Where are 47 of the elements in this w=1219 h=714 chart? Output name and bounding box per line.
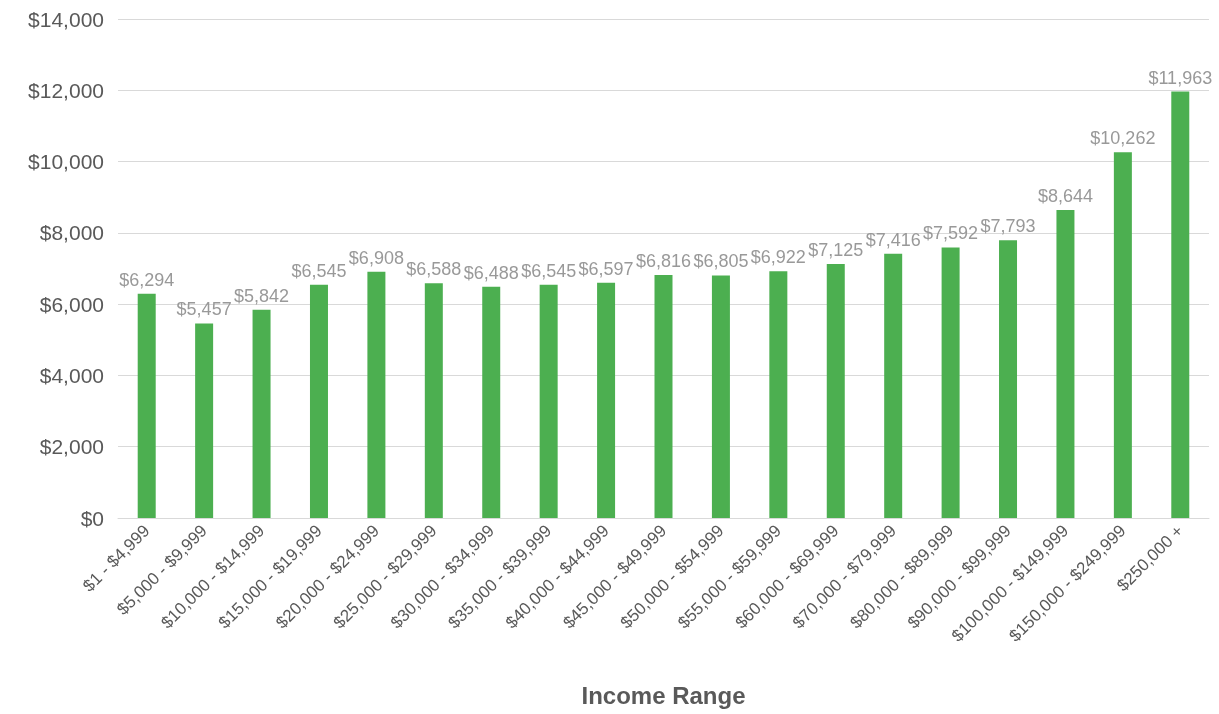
y-tick-label: $0 [80, 506, 104, 530]
y-tick-label: $6,000 [39, 292, 104, 316]
data-label: $5,457 [176, 299, 232, 320]
data-label: $5,842 [234, 285, 290, 306]
data-label: $8,644 [1037, 185, 1093, 206]
data-label: $6,294 [119, 269, 175, 290]
bar [597, 282, 616, 518]
data-label: $7,793 [980, 216, 1036, 237]
bar [482, 286, 501, 518]
bar [654, 275, 673, 518]
bar [1171, 91, 1190, 518]
x-axis-title: Income Range [581, 681, 746, 709]
data-label: $6,588 [406, 259, 462, 280]
data-label: $6,545 [291, 260, 347, 281]
y-tick-label: $2,000 [39, 435, 104, 459]
bar [539, 284, 558, 518]
bar [941, 247, 960, 518]
bar [309, 284, 328, 518]
data-label: $6,488 [463, 262, 519, 283]
bar [884, 253, 903, 518]
data-label: $6,816 [635, 251, 692, 272]
data-label: $11,963 [1148, 67, 1213, 88]
bar [1113, 152, 1132, 518]
y-tick-label: $4,000 [39, 363, 104, 387]
data-label: $6,922 [750, 247, 806, 268]
data-label: $6,908 [348, 247, 404, 268]
data-label: $7,125 [808, 240, 864, 261]
bar [769, 271, 788, 518]
data-label: $7,416 [865, 229, 921, 250]
bar [826, 264, 845, 518]
y-tick-label: $8,000 [39, 221, 104, 245]
y-tick-label: $10,000 [28, 150, 104, 174]
bar [137, 293, 156, 518]
data-label: $6,805 [693, 251, 749, 272]
data-label: $6,545 [521, 260, 577, 281]
bar [999, 240, 1018, 518]
bar [252, 309, 271, 518]
y-tick-label: $12,000 [28, 78, 104, 102]
bar [367, 271, 386, 518]
data-label: $6,597 [578, 258, 634, 279]
data-label: $7,592 [923, 223, 979, 244]
y-tick-label: $14,000 [28, 7, 104, 31]
bar [195, 323, 214, 518]
bar [711, 275, 730, 518]
data-label: $10,262 [1090, 128, 1156, 149]
bar [1056, 209, 1075, 518]
bar [424, 283, 443, 518]
